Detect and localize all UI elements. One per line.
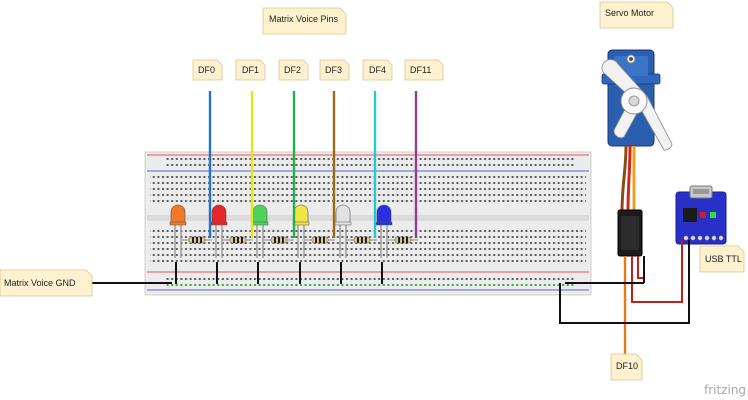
rail-holes <box>165 163 575 169</box>
usb-ttl-label: USB TTL <box>699 245 745 273</box>
pin-label-0: DF0 <box>192 59 223 81</box>
pin-label-5: DF11 <box>404 59 444 81</box>
pin-label-4: DF4 <box>362 59 393 81</box>
servo-motor-label: Servo Motor <box>599 1 674 29</box>
svg-text:Matrix Voice Pins: Matrix Voice Pins <box>269 14 339 24</box>
servo-connection-wires <box>559 240 690 355</box>
led-4 <box>334 204 352 258</box>
led-5 <box>375 204 393 258</box>
led-2 <box>251 204 269 258</box>
fritzing-logo: fritzing <box>704 383 746 397</box>
pin-label-2: DF2 <box>278 59 309 81</box>
rail-holes <box>165 157 575 163</box>
resistor-5 <box>388 236 418 244</box>
led-0 <box>169 204 187 258</box>
svg-text:DF10: DF10 <box>616 361 638 371</box>
svg-text:USB TTL: USB TTL <box>705 254 742 264</box>
center-channel <box>147 215 589 221</box>
svg-text:DF4: DF4 <box>369 65 386 75</box>
ground-stubs <box>175 262 383 284</box>
ground-rail-holes <box>165 280 575 286</box>
svg-text:DF3: DF3 <box>325 65 342 75</box>
servo-motor <box>601 49 673 257</box>
signal-wires <box>208 91 418 238</box>
svg-text:Servo Motor: Servo Motor <box>605 8 654 18</box>
led-3 <box>292 204 310 258</box>
resistor-4 <box>347 236 377 244</box>
svg-text:DF11: DF11 <box>410 65 431 75</box>
svg-text:Matrix Voice GND: Matrix Voice GND <box>4 278 76 288</box>
matrix-voice-gnd-label: Matrix Voice GND <box>0 269 93 297</box>
rail-holes <box>165 274 575 280</box>
terminal-strip <box>150 176 586 206</box>
resistor-1 <box>223 236 253 244</box>
svg-text:DF0: DF0 <box>198 65 215 75</box>
pin-label-1: DF1 <box>235 59 266 81</box>
pin-label-3: DF3 <box>319 59 350 81</box>
matrix-voice-pins-label: Matrix Voice Pins <box>262 7 347 35</box>
resistor-3 <box>305 236 335 244</box>
resistor-0 <box>182 236 212 244</box>
svg-text:DF2: DF2 <box>284 65 301 75</box>
led-1 <box>210 204 228 258</box>
usb-ttl-board <box>675 185 727 245</box>
df10-label: DF10 <box>610 353 643 381</box>
svg-text:DF1: DF1 <box>242 65 259 75</box>
resistor-2 <box>264 236 294 244</box>
